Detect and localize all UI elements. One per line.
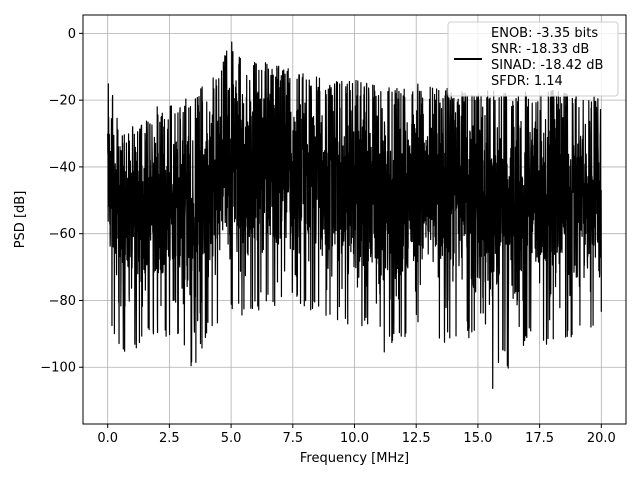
y-tick-label: −80 <box>49 294 76 309</box>
legend-entry: SNR: -18.33 dB <box>491 42 589 57</box>
legend-box <box>447 21 619 97</box>
legend-entry: SFDR: 1.14 <box>491 74 563 89</box>
x-tick-label: 0.0 <box>97 431 118 446</box>
x-tick-label: 10.0 <box>340 431 369 446</box>
x-tick-label: 12.5 <box>402 431 431 446</box>
y-tick-label: −60 <box>49 227 76 242</box>
legend-entry: SINAD: -18.42 dB <box>491 58 603 73</box>
x-axis-ticks: 0.0 2.5 5.0 7.5 10.0 12.5 15.0 17.5 20.0 <box>97 424 616 446</box>
y-tick-label: −20 <box>49 94 76 109</box>
x-tick-label: 5.0 <box>221 431 242 446</box>
y-axis-label: PSD [dB] <box>13 191 28 249</box>
x-tick-label: 2.5 <box>159 431 180 446</box>
psd-series <box>107 41 602 389</box>
x-axis-label: Frequency [MHz] <box>300 451 409 466</box>
x-tick-label: 20.0 <box>587 431 616 446</box>
y-axis-ticks: 0 −20 −40 −60 −80 −100 <box>40 27 83 376</box>
y-tick-label: −40 <box>49 160 76 175</box>
x-tick-label: 7.5 <box>282 431 303 446</box>
psd-line <box>107 41 602 389</box>
y-tick-label: 0 <box>68 27 76 42</box>
x-tick-label: 15.0 <box>463 431 492 446</box>
x-tick-label: 17.5 <box>525 431 554 446</box>
legend-entry: ENOB: -3.35 bits <box>491 26 598 41</box>
y-tick-label: −100 <box>40 361 76 376</box>
legend: ENOB: -3.35 bits SNR: -18.33 dB SINAD: -… <box>447 21 619 97</box>
